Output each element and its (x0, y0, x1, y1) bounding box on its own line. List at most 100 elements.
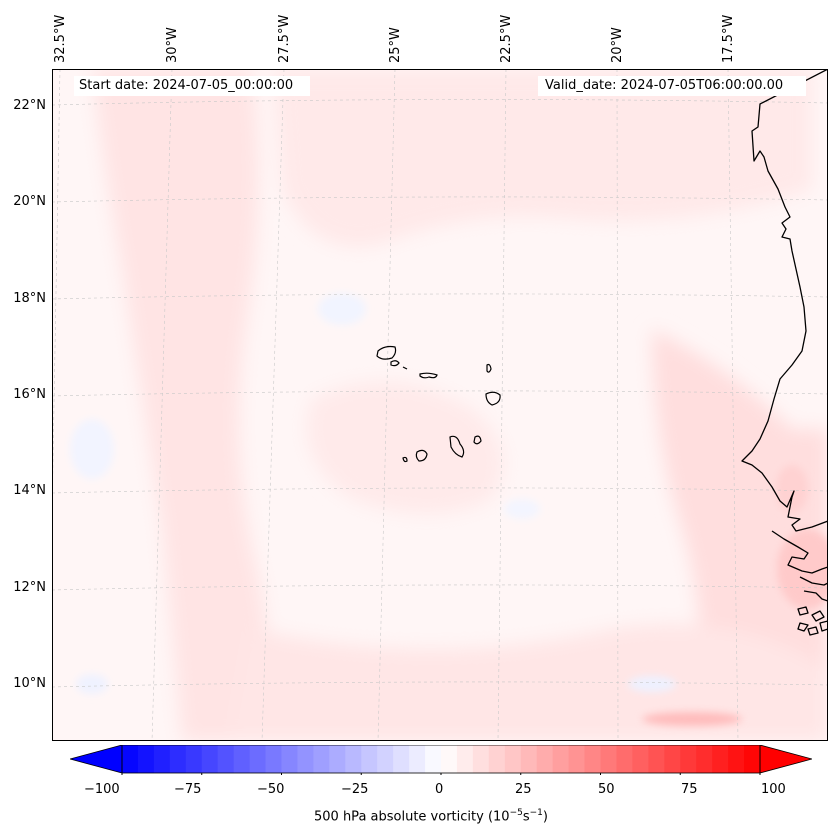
colorbar-cell (520, 745, 538, 773)
colorbar-arrow-min (70, 745, 123, 774)
colorbar-label-unit: s (522, 809, 530, 825)
colorbar-cell (137, 745, 155, 773)
gridline-lat-10n (52, 681, 828, 688)
vorticity-band-south (232, 624, 828, 741)
vorticity-band-west (92, 69, 271, 741)
colorbar-cell (313, 745, 330, 773)
colorbar-cell (185, 745, 203, 773)
colorbar-cell (377, 745, 394, 773)
colorbar-cell (728, 745, 745, 773)
island-maio (473, 435, 482, 445)
vorticity-field (92, 69, 828, 741)
gridline-lat-12n (52, 584, 828, 591)
island-sao-vicente (390, 360, 400, 367)
colorbar-label-close: ) (542, 809, 548, 825)
start-date-box (74, 76, 310, 96)
colorbar-cell (680, 745, 697, 773)
colorbar-tick-100: 100 (761, 782, 786, 797)
colorbar-cell (217, 745, 235, 773)
gridline-lon-32-5w (52, 69, 61, 534)
colorbar-ticks (121, 773, 761, 775)
island-sao-nicolau (419, 372, 438, 379)
gridline-lat-22n (52, 99, 828, 106)
vorticity-max-coast-2 (776, 465, 808, 513)
colorbar-cell (281, 745, 298, 773)
island-santo-antao (376, 345, 397, 360)
gridline-lon-25w (377, 69, 396, 741)
colorbar-cell (329, 745, 346, 773)
coastline-mauritania (741, 69, 828, 532)
vorticity-max-coast (777, 529, 828, 609)
colorbar-arrow-max (759, 745, 812, 774)
lat-label-12n: 12°N (13, 580, 46, 595)
colorbar-cell (201, 745, 219, 773)
colorbar-cell (122, 745, 139, 773)
lon-label-32-5w: 32.5°W (53, 14, 68, 63)
gridline-lat-20n (52, 196, 828, 203)
colorbar-cell (536, 745, 554, 773)
island-santiago (449, 435, 465, 458)
island-brava (402, 456, 408, 463)
colorbar-cell (297, 745, 314, 773)
lat-label-16n: 16°N (13, 387, 46, 402)
colorbar-label: 500 hPa absolute vorticity (10−5s−1) (314, 808, 548, 824)
colorbar-cell (393, 745, 410, 773)
colorbar-cell (456, 745, 474, 773)
gridline-lon-17-5w (727, 69, 739, 741)
gridline-lon-27-5w (261, 69, 285, 741)
lon-label-20w: 20°W (610, 27, 625, 63)
colorbar-cell (696, 745, 713, 773)
lat-label-18n: 18°N (13, 291, 46, 306)
gridlines (52, 69, 828, 741)
colorbar-tick--75: −75 (174, 782, 202, 797)
colorbar-label-text: 500 hPa absolute vorticity (10 (314, 809, 510, 825)
colorbar-cell (472, 745, 490, 773)
colorbar-tick-50: 50 (598, 782, 615, 797)
coastline-senegal-south (771, 530, 828, 574)
lat-label-20n: 20°N (13, 194, 46, 209)
colorbar-cell (441, 745, 458, 773)
colorbar-tick-75: 75 (681, 782, 698, 797)
lon-label-25w: 25°W (388, 27, 403, 63)
vorticity-band-north (272, 69, 812, 247)
colorbar-tick--50: −50 (257, 782, 285, 797)
colorbar-tick--25: −25 (341, 782, 369, 797)
colorbar-cell (345, 745, 362, 773)
vorticity-max-south (642, 712, 742, 726)
colorbar-cell (616, 745, 633, 773)
colorbar-cell (584, 745, 601, 773)
vorticity-band-east (652, 329, 828, 741)
vorticity-min-west (70, 419, 114, 479)
vorticity-detail (70, 293, 828, 726)
vorticity-min-sw (76, 674, 108, 694)
colorbar-cell (153, 745, 171, 773)
colorbar-label-exponent-1: −5 (509, 808, 523, 818)
island-fogo (415, 449, 428, 462)
colorbar-cell (568, 745, 586, 773)
colorbar-cells (122, 745, 761, 773)
colorbar-cell (488, 745, 506, 773)
valid-date-label: Valid_date: 2024-07-05T06:00:00.00 (545, 78, 784, 93)
colorbar-label-exponent-2: −1 (529, 808, 543, 818)
start-date-label: Start date: 2024-07-05_00:00:00 (79, 78, 294, 93)
lon-label-22-5w: 22.5°W (499, 14, 514, 63)
coastline-bijagos (797, 606, 828, 636)
lon-label-17-5w: 17.5°W (721, 14, 736, 63)
vorticity-min-center (318, 293, 366, 325)
lat-label-14n: 14°N (13, 483, 46, 498)
colorbar-cell (552, 745, 570, 773)
colorbar-cell (504, 745, 522, 773)
colorbar-cell (744, 745, 761, 773)
colorbar-cell (409, 745, 426, 773)
colorbar-cell (632, 745, 649, 773)
vorticity-min-south (628, 676, 676, 692)
gridline-lat-16n (52, 390, 828, 397)
colorbar-cell (425, 745, 442, 773)
colorbar-cell (265, 745, 282, 773)
colorbar-cell (249, 745, 267, 773)
gridline-lon-20w (616, 69, 619, 741)
gridline-lat-14n (52, 487, 828, 494)
lon-label-27-5w: 27.5°W (277, 14, 292, 63)
colorbar-tick--100: −100 (84, 782, 120, 797)
island-santa-luzia (402, 366, 408, 370)
